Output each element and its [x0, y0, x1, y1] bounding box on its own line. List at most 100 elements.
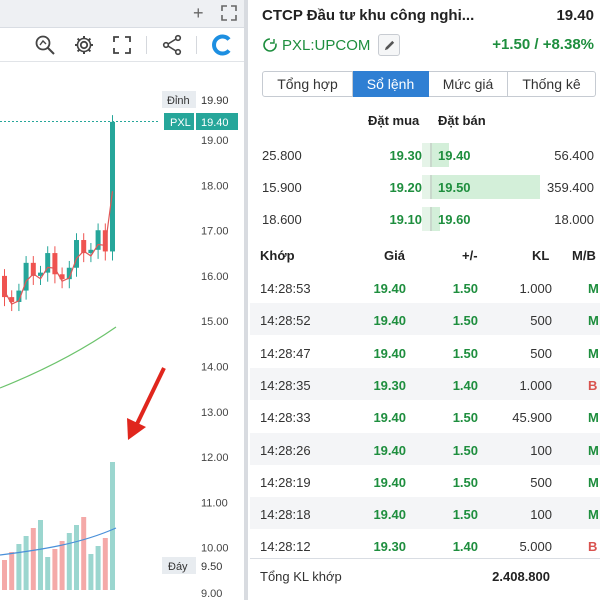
- order-book-row[interactable]: 18.600 19.10 19.60 18.000: [250, 203, 600, 235]
- order-book-panel: CTCP Đầu tư khu công nghi... 19.40 PXL:U…: [250, 0, 600, 600]
- price-axis-label: 12.00: [201, 452, 229, 464]
- volume-bar: [95, 546, 101, 590]
- price-chart[interactable]: Đỉnh 19.90 PXL 19.40 19.00 18.00 17.00 16.0…: [0, 62, 244, 600]
- volume-bar: [102, 538, 108, 590]
- trade-row[interactable]: 14:28:53 19.40 1.50 1.000 M: [250, 271, 600, 303]
- candle-body: [52, 253, 58, 275]
- trade-time: 14:28:47: [260, 345, 311, 361]
- price-axis-label: 19.00: [201, 135, 229, 147]
- trade-row[interactable]: 14:28:52 19.40 1.50 500 M: [250, 303, 600, 336]
- trade-price: 19.40: [373, 410, 406, 426]
- svg-text:Đỉnh: Đỉnh: [167, 95, 190, 107]
- bid-price[interactable]: 19.30: [389, 148, 422, 163]
- brand-logo-icon[interactable]: [210, 33, 234, 57]
- trade-header-change: +/-: [462, 248, 478, 263]
- price-axis-label: 18.00: [201, 180, 229, 192]
- ask-volume: 18.000: [554, 212, 594, 227]
- volume-bar: [2, 560, 7, 590]
- bid-depth-bar: [422, 175, 430, 199]
- total-label: Tổng KL khớp: [260, 569, 342, 584]
- order-book-row[interactable]: 25.800 19.30 19.40 56.400: [250, 139, 600, 171]
- trade-side: B: [588, 539, 598, 555]
- trade-time: 14:28:33: [260, 410, 311, 426]
- trade-side: M: [588, 281, 599, 296]
- plus-icon[interactable]: +: [193, 3, 204, 23]
- trade-header-volume: KL: [532, 248, 550, 263]
- trade-price: 19.40: [373, 442, 406, 458]
- short-moving-average: [3, 191, 114, 305]
- bid-price[interactable]: 19.10: [389, 212, 422, 227]
- trade-volume: 500: [530, 474, 552, 490]
- svg-text:19.40: 19.40: [201, 117, 229, 129]
- volume-bar: [38, 520, 43, 590]
- trade-header-time: Khớp: [260, 248, 295, 263]
- trade-change: 1.40: [452, 539, 478, 555]
- trade-side: M: [588, 313, 599, 329]
- trade-row[interactable]: 14:28:18 19.40 1.50 100 M: [250, 497, 600, 530]
- ask-price[interactable]: 19.60: [438, 212, 471, 227]
- toolbar-divider: [146, 36, 147, 54]
- ask-price[interactable]: 19.50: [438, 180, 471, 195]
- ask-price[interactable]: 19.40: [438, 148, 471, 163]
- trade-row[interactable]: 14:28:19 19.40 1.50 500 M: [250, 465, 600, 497]
- book-separator: [430, 143, 432, 167]
- tab-muc-gia[interactable]: Mức giá: [429, 71, 508, 97]
- trade-time: 14:28:35: [260, 377, 311, 393]
- gear-icon[interactable]: [72, 33, 96, 57]
- trade-side: M: [588, 442, 599, 458]
- trade-time: 14:28:12: [260, 539, 311, 555]
- bid-depth-bar: [422, 207, 430, 231]
- symbol-link-icon[interactable]: [262, 37, 278, 53]
- long-moving-average: [0, 326, 117, 389]
- price-axis: 19.00 18.00 17.00 16.00 15.00 14.00 13.00 12.00…: [201, 135, 229, 600]
- bid-price[interactable]: 19.20: [389, 180, 422, 195]
- fullscreen-icon[interactable]: [110, 33, 134, 57]
- volume-bar: [52, 549, 58, 590]
- price-axis-label: 11.00: [201, 497, 228, 509]
- candle-body: [66, 267, 72, 280]
- total-value: 2.408.800: [492, 569, 550, 584]
- trade-volume: 500: [530, 345, 552, 361]
- trade-row[interactable]: 14:28:47 19.40 1.50 500 M: [250, 336, 600, 368]
- candle-body: [59, 274, 65, 280]
- tab-thong-ke[interactable]: Thống kê: [508, 71, 596, 97]
- trade-row[interactable]: 14:28:35 19.30 1.40 1.000 B: [250, 367, 600, 400]
- trade-row[interactable]: 14:28:33 19.40 1.50 45.900 M: [250, 400, 600, 432]
- expand-icon[interactable]: [220, 4, 238, 22]
- svg-text:PXL: PXL: [170, 117, 191, 129]
- ask-depth-bar: [432, 207, 440, 231]
- annotation-arrow: [127, 367, 166, 440]
- chart-panel[interactable]: +: [0, 0, 248, 600]
- chart-toolbar: [0, 28, 248, 62]
- stock-title: CTCP Đầu tư khu công nghi...: [262, 7, 475, 24]
- ask-depth-bar: [432, 143, 449, 167]
- volume-bar: [59, 541, 65, 590]
- trade-row[interactable]: 14:28:26 19.40 1.50 100 M: [250, 432, 600, 465]
- trade-side: B: [588, 377, 598, 393]
- trade-time: 14:28:19: [260, 474, 311, 490]
- trade-time: 14:28:53: [260, 281, 311, 296]
- candle-body: [9, 297, 15, 302]
- trade-time: 14:28:26: [260, 442, 311, 458]
- stock-price: 19.40: [556, 7, 594, 24]
- order-book-row[interactable]: 15.900 19.20 19.50 359.400: [250, 171, 600, 203]
- tab-tong-hop[interactable]: Tổng hợp: [262, 71, 353, 97]
- bid-volume: 25.800: [262, 148, 302, 163]
- candle-body: [45, 253, 51, 273]
- trade-side: M: [588, 507, 599, 523]
- share-icon[interactable]: [160, 33, 184, 57]
- trade-price: 19.40: [373, 345, 406, 361]
- edit-button[interactable]: [378, 34, 401, 56]
- trade-header-price: Giá: [384, 248, 405, 263]
- panel-divider[interactable]: [244, 0, 248, 600]
- price-axis-label: 9.00: [201, 588, 222, 600]
- svg-text:Đáy: Đáy: [168, 561, 188, 573]
- tab-so-lenh[interactable]: Sổ lệnh: [353, 71, 429, 97]
- trade-side: M: [588, 410, 599, 426]
- pencil-icon: [384, 40, 395, 50]
- trade-price: 19.30: [373, 539, 406, 555]
- symbol-code[interactable]: PXL:UPCOM: [282, 36, 371, 54]
- trade-side: M: [588, 474, 599, 490]
- zoom-icon[interactable]: [33, 33, 57, 57]
- trade-row[interactable]: 14:28:12 19.30 1.40 5.000 B: [250, 529, 600, 561]
